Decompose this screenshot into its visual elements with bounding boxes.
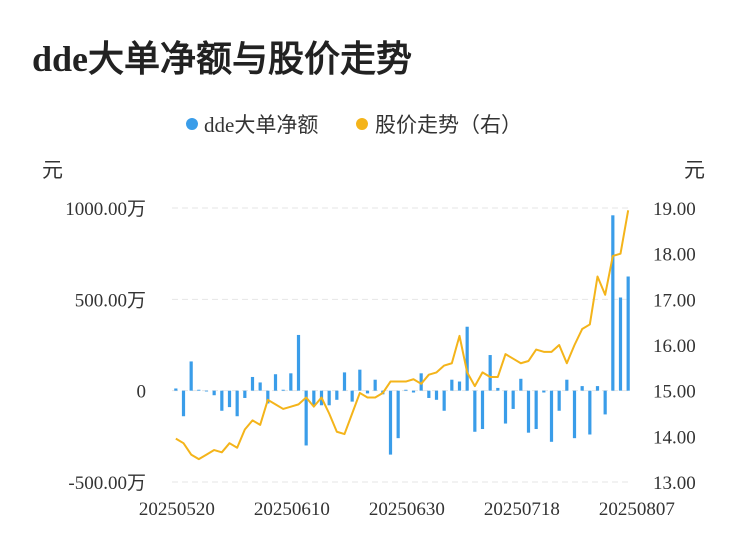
legend-marker-1: [356, 118, 368, 130]
right-axis-ticks: 19.00 18.00 17.00 16.00 15.00 14.00 13.00: [653, 199, 696, 494]
bar-series: [174, 215, 630, 455]
x-tick-0: 20250520: [139, 499, 215, 520]
left-tick-3: -500.00万: [68, 473, 146, 494]
bar-14: [281, 389, 285, 391]
right-tick-4: 15.00: [653, 382, 696, 403]
left-axis-unit: 元: [42, 158, 63, 182]
right-tick-2: 17.00: [653, 290, 696, 311]
grid-lines: [172, 207, 632, 483]
x-axis-ticks: 20250520 20250610 20250630 20250718 20250807: [139, 499, 675, 520]
bar-10: [250, 376, 255, 391]
bar-46: [526, 390, 531, 433]
bar-43: [503, 390, 508, 424]
bar-30: [404, 389, 408, 391]
chart-title: dde大单净额与股价走势: [32, 39, 413, 79]
bar-45: [519, 378, 523, 391]
bar-3: [197, 389, 201, 391]
bar-48: [542, 390, 546, 393]
bar-11: [258, 382, 262, 391]
bar-57: [611, 215, 615, 391]
right-tick-0: 19.00: [653, 199, 696, 220]
bar-1: [181, 390, 186, 417]
bar-35: [442, 390, 446, 411]
right-axis-unit: 元: [684, 158, 705, 182]
bar-51: [565, 379, 569, 391]
bar-7: [227, 390, 232, 408]
legend-label-1: 股价走势（右）: [375, 113, 522, 137]
bar-34: [434, 390, 439, 400]
bar-8: [235, 390, 239, 417]
bar-29: [396, 390, 400, 439]
left-tick-2: 0: [137, 382, 147, 403]
bar-47: [534, 390, 538, 430]
bar-25: [365, 390, 370, 394]
left-tick-1: 500.00万: [75, 290, 146, 311]
bar-59: [626, 276, 630, 391]
bar-24: [358, 369, 362, 391]
bar-36: [450, 379, 454, 391]
bar-37: [457, 381, 462, 391]
left-tick-0: 1000.00万: [65, 199, 146, 220]
legend-marker-0: [186, 118, 198, 130]
bar-41: [488, 355, 492, 391]
bar-33: [427, 390, 431, 398]
bar-2: [189, 361, 193, 391]
right-tick-6: 13.00: [653, 473, 696, 494]
bar-16: [296, 334, 301, 391]
right-tick-5: 14.00: [653, 427, 696, 448]
bar-42: [496, 387, 500, 391]
bar-13: [273, 374, 278, 391]
bar-49: [549, 390, 554, 442]
bar-9: [243, 390, 247, 398]
line-series: [175, 210, 630, 461]
legend-label-0: dde大单净额: [204, 113, 318, 137]
bar-12: [266, 390, 270, 404]
bar-40: [480, 390, 485, 430]
x-tick-3: 20250718: [484, 499, 560, 520]
legend: dde大单净额 股价走势（右）: [186, 113, 522, 137]
bar-5: [212, 390, 216, 396]
x-tick-4: 20250807: [599, 499, 675, 520]
bar-52: [572, 390, 577, 439]
bar-22: [342, 372, 347, 391]
bar-26: [373, 379, 377, 391]
bar-4: [204, 390, 209, 392]
bar-53: [580, 386, 584, 391]
bar-28: [388, 390, 393, 455]
x-tick-1: 20250610: [254, 499, 330, 520]
bar-20: [327, 390, 331, 406]
bar-6: [220, 390, 224, 411]
bar-54: [588, 390, 592, 435]
bar-39: [473, 390, 477, 432]
bar-55: [595, 386, 600, 391]
bar-17: [304, 390, 308, 446]
bar-23: [350, 390, 354, 402]
left-axis-ticks: 1000.00万 500.00万 0 -500.00万: [65, 199, 146, 494]
bar-18: [312, 390, 316, 406]
price-line: [175, 210, 630, 461]
bar-38: [465, 326, 469, 391]
bar-31: [411, 390, 416, 393]
x-tick-2: 20250630: [369, 499, 445, 520]
bar-0: [174, 388, 178, 391]
right-tick-3: 16.00: [653, 336, 696, 357]
bar-15: [289, 373, 293, 391]
bar-21: [335, 390, 339, 400]
bar-44: [511, 390, 515, 409]
bar-56: [603, 390, 607, 415]
bar-32: [419, 373, 423, 391]
bar-50: [557, 390, 561, 411]
bar-58: [618, 297, 623, 391]
right-tick-1: 18.00: [653, 245, 696, 266]
